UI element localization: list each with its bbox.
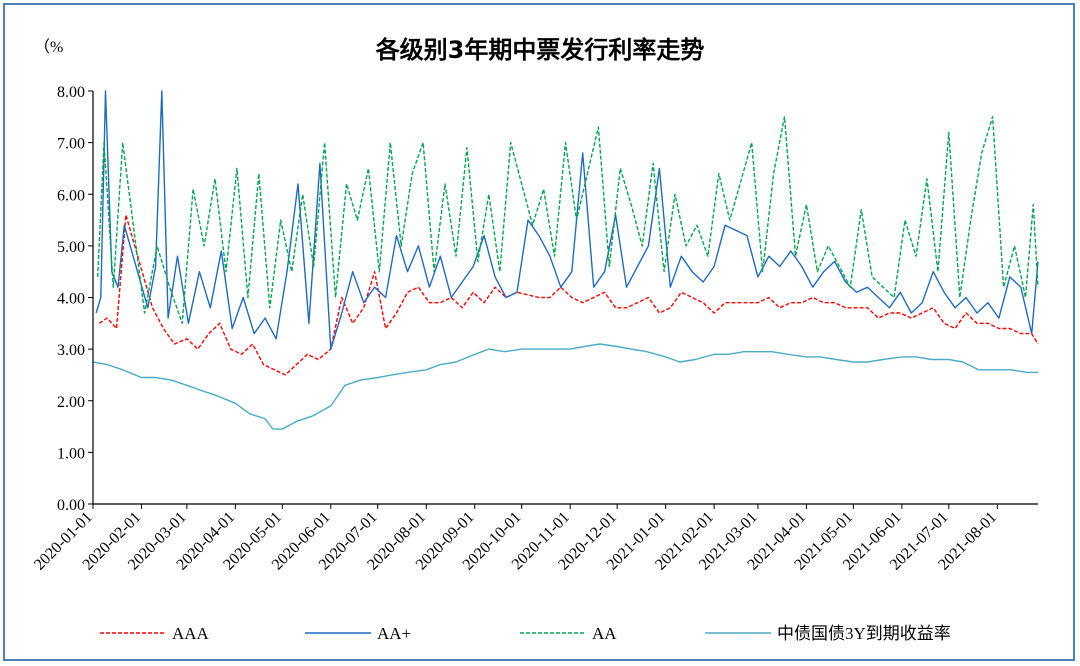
series-line-AAA bbox=[98, 214, 1039, 376]
legend-label: AAA bbox=[172, 624, 210, 643]
axes bbox=[92, 91, 1038, 505]
legend-label: AA bbox=[592, 624, 617, 643]
chart-frame bbox=[3, 3, 1075, 661]
chart-title: 各级别3年期中票发行利率走势 bbox=[375, 36, 705, 64]
y-tick-label: 4.00 bbox=[57, 291, 85, 308]
y-tick-label: 0.00 bbox=[57, 497, 85, 514]
y-axis-ticks: 0.00 1.00 2.00 3.00 4.00 5.00 6.00 7.00 8.00 bbox=[57, 84, 93, 514]
y-tick-label: 2.00 bbox=[57, 394, 85, 411]
legend: AAA AA+ AA 中债国债3Y到期收益率 bbox=[100, 624, 951, 643]
series-lines bbox=[92, 90, 1039, 430]
y-tick-label: 7.00 bbox=[57, 136, 85, 153]
y-tick-label: 3.00 bbox=[57, 342, 85, 359]
y-tick-label: 5.00 bbox=[57, 239, 85, 256]
y-tick-label: 1.00 bbox=[57, 445, 85, 462]
y-tick-label: 6.00 bbox=[57, 187, 85, 204]
x-axis-ticks: 2020-01-012020-02-012020-03-012020-04-01… bbox=[31, 504, 1000, 574]
y-tick-label: 8.00 bbox=[57, 84, 85, 101]
y-axis-unit: （% bbox=[34, 38, 63, 56]
legend-label: AA+ bbox=[377, 624, 411, 643]
series-line-中债国债3Y到期收益率 bbox=[92, 343, 1038, 430]
series-line-AA bbox=[97, 116, 1039, 324]
legend-label: 中债国债3Y到期收益率 bbox=[777, 624, 951, 643]
series-line-AA+ bbox=[95, 90, 1039, 350]
